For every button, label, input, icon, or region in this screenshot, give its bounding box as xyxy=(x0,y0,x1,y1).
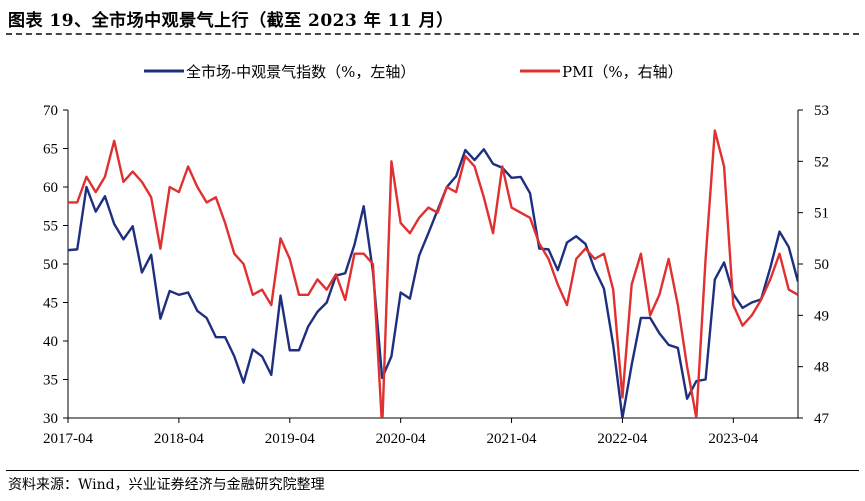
x-tick-label: 2020-04 xyxy=(376,431,426,447)
x-tick-label: 2023-04 xyxy=(708,431,758,447)
source-divider xyxy=(6,470,859,471)
x-tick-label: 2022-04 xyxy=(597,431,647,447)
left-tick-label: 70 xyxy=(43,103,58,119)
right-tick-label: 47 xyxy=(814,411,830,427)
right-tick-label: 49 xyxy=(814,308,829,324)
x-tick-label: 2021-04 xyxy=(487,431,537,447)
left-tick-label: 50 xyxy=(43,257,58,273)
left-tick-label: 35 xyxy=(43,373,58,389)
series-group xyxy=(68,129,798,418)
x-tick-label: 2019-04 xyxy=(265,431,315,447)
right-tick-label: 50 xyxy=(814,257,829,273)
left-tick-label: 55 xyxy=(43,219,58,235)
right-tick-label: 52 xyxy=(814,154,829,170)
series-line-sentiment-index xyxy=(68,148,798,418)
x-axis-ticks: 2017-04 2018-04 2019-04 2020-04 2021-04 2022-… xyxy=(43,418,759,447)
left-tick-label: 65 xyxy=(43,142,58,158)
series-line-pmi xyxy=(68,129,798,418)
title-divider xyxy=(6,33,859,35)
right-tick-label: 53 xyxy=(814,103,829,119)
source-note: 资料来源：Wind，兴业证券经济与金融研究院整理 xyxy=(8,477,325,493)
left-tick-label: 45 xyxy=(43,296,58,312)
legend: 全市场-中观景气指数（%，左轴） PMI（%，右轴） xyxy=(144,63,683,81)
left-tick-label: 60 xyxy=(43,180,58,196)
left-tick-label: 30 xyxy=(43,411,58,427)
left-axis-ticks: 30 35 40 45 50 55 60 65 70 xyxy=(43,103,68,427)
legend-label-left: 全市场-中观景气指数（%，左轴） xyxy=(186,63,415,81)
left-tick-label: 40 xyxy=(43,334,58,350)
page-title: 图表 19、全市场中观景气上行（截至 2023 年 11 月） xyxy=(8,11,454,31)
x-tick-label: 2018-04 xyxy=(154,431,204,447)
right-axis-ticks: 47 48 49 50 51 52 53 xyxy=(798,103,830,427)
right-tick-label: 51 xyxy=(814,206,829,222)
x-tick-label: 2017-04 xyxy=(43,431,93,447)
right-tick-label: 48 xyxy=(814,360,829,376)
legend-label-right: PMI（%，右轴） xyxy=(562,63,683,81)
